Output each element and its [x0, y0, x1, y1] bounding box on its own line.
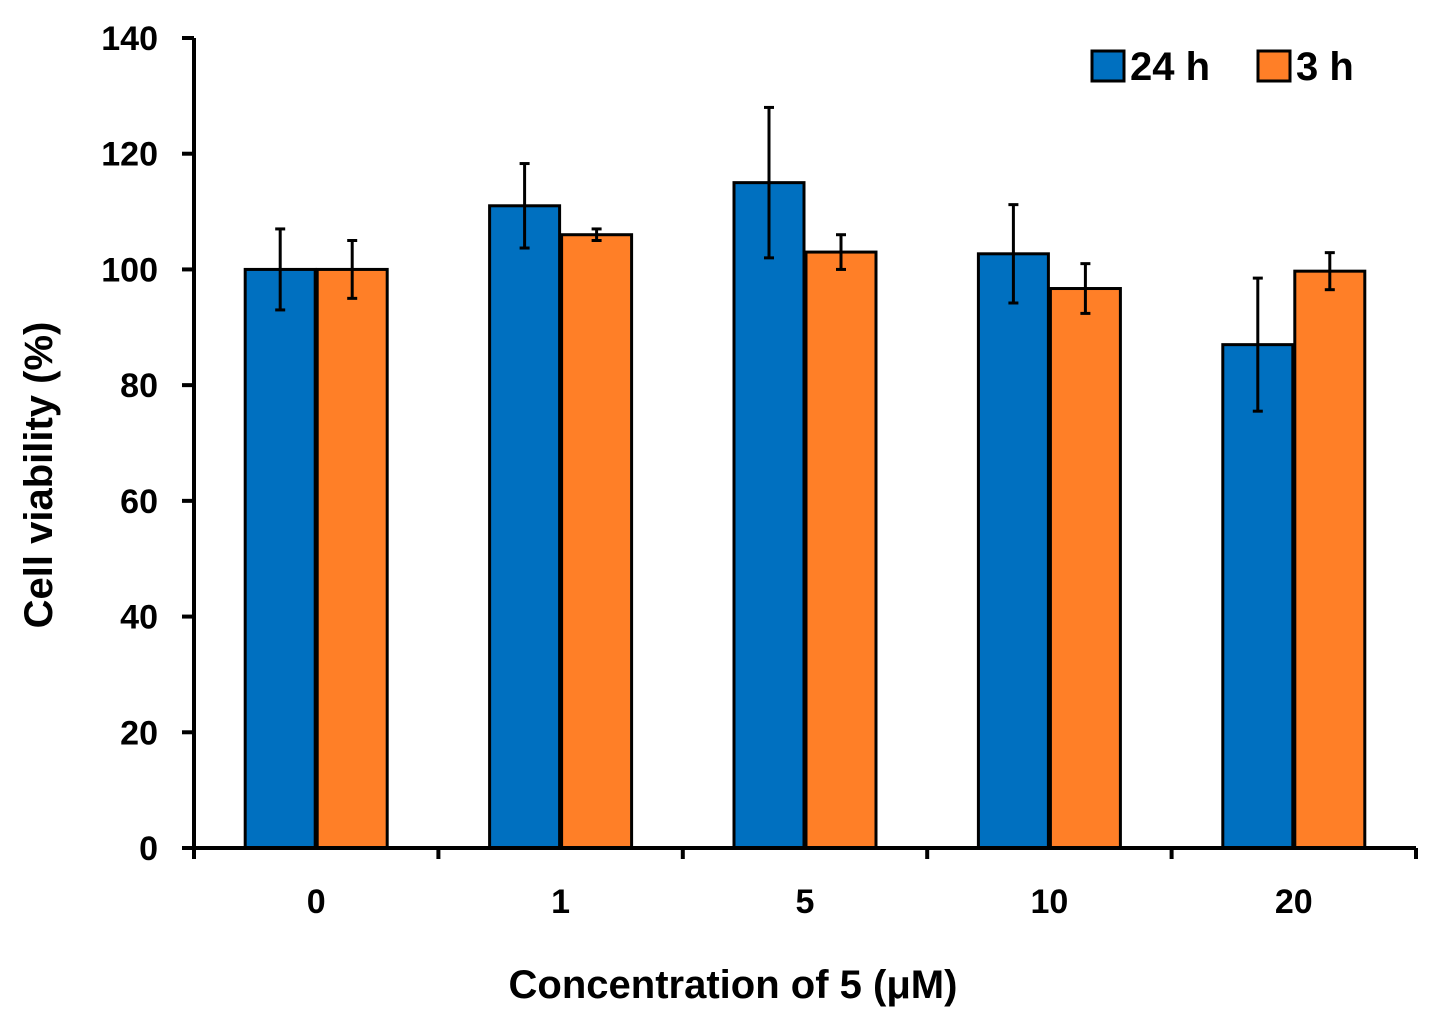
axes-layer	[182, 38, 1416, 850]
legend-swatch	[1090, 49, 1126, 83]
x-ticks: 0 1 5 10 20	[192, 848, 1418, 921]
y-tick-label: 20	[120, 714, 158, 752]
error-bar	[591, 227, 602, 242]
x-tick-label: 0	[307, 883, 326, 921]
y-ticks: 0 20 40 60 80 100 120 140	[101, 20, 194, 868]
legend-item: 3 h	[1256, 45, 1354, 89]
error-bar	[764, 105, 774, 260]
y-tick-label: 60	[120, 483, 158, 521]
legend-label: 24 h	[1130, 45, 1210, 89]
y-tick-label: 40	[120, 599, 158, 637]
y-tick-label: 100	[101, 251, 158, 289]
y-tick-label: 0	[139, 830, 158, 868]
error-bar	[836, 233, 846, 271]
error-bar	[1080, 262, 1091, 315]
error-bars-layer	[275, 105, 1335, 413]
x-tick-label: 1	[551, 883, 570, 921]
legend-swatch	[1256, 49, 1292, 83]
bar-24h-20	[1221, 343, 1295, 850]
error-bar	[275, 227, 286, 312]
y-tick-label: 140	[101, 20, 158, 58]
bar-24h-5	[732, 181, 806, 850]
error-bar	[1008, 203, 1019, 305]
x-axis-title: Concentration of 5 (μM)	[509, 963, 958, 1007]
bar-3h-1	[560, 233, 634, 850]
error-bar	[1324, 251, 1335, 292]
error-bar	[347, 239, 358, 300]
bar-3h-5	[804, 250, 878, 850]
bar-3h-10	[1048, 287, 1122, 850]
legend-item: 24 h	[1090, 45, 1210, 89]
bar-24h-10	[976, 252, 1050, 850]
y-tick-label: 120	[101, 136, 158, 174]
x-tick-label: 10	[1030, 883, 1068, 921]
bar-24h-0	[243, 267, 317, 850]
x-tick-label: 20	[1275, 883, 1313, 921]
legend-label: 3 h	[1296, 45, 1354, 89]
error-bar	[1252, 276, 1263, 413]
y-tick-label: 80	[120, 367, 158, 405]
legend: 24 h 3 h	[1090, 45, 1354, 89]
y-axis-title: Cell viability (%)	[17, 322, 61, 629]
bar-24h-1	[488, 204, 562, 850]
bars-layer	[243, 181, 1367, 850]
bar-3h-0	[315, 267, 389, 850]
error-bar	[519, 162, 530, 250]
x-tick-label: 5	[796, 883, 815, 921]
bar-3h-20	[1293, 269, 1367, 850]
